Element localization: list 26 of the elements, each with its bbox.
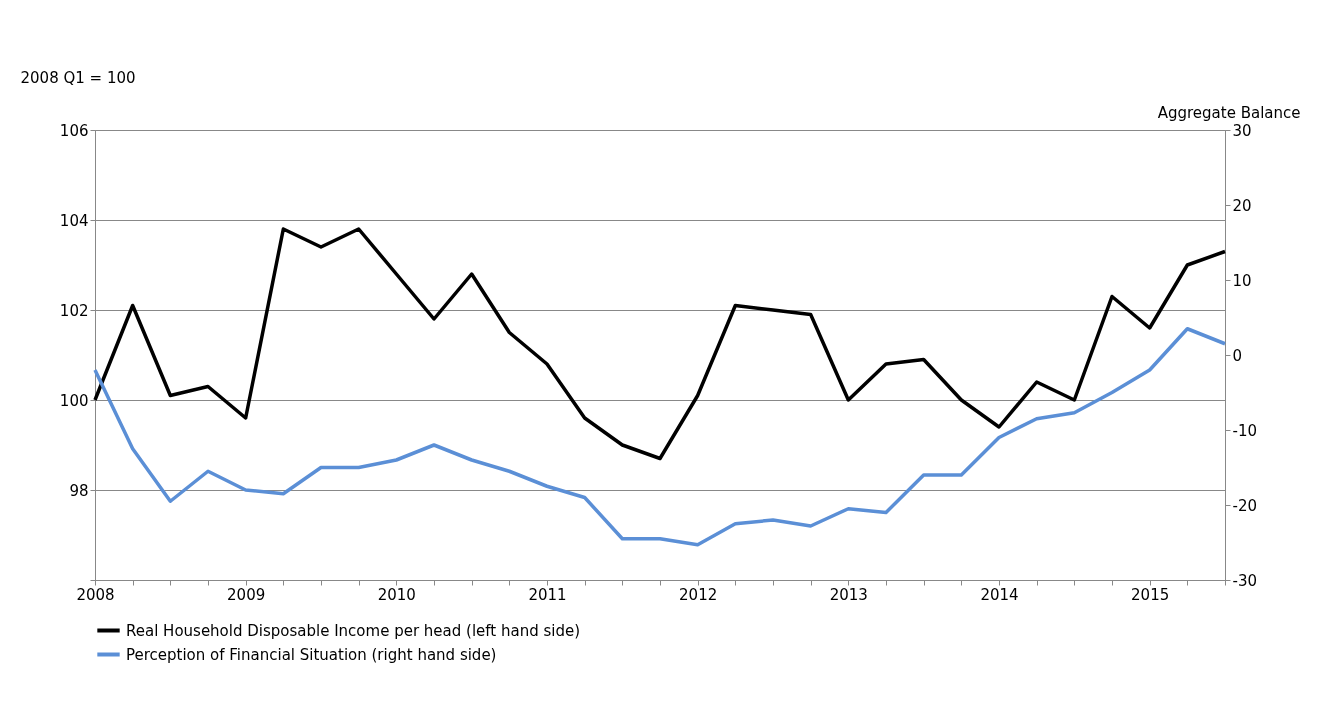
y-tick-label: 102 [59, 301, 89, 320]
y2-tick-label: -10 [1232, 421, 1257, 440]
y-tick-label: 98 [69, 481, 89, 500]
y-tick-label: 104 [59, 211, 89, 230]
x-tick-label: 2012 [679, 585, 718, 604]
y2-tick-label: 10 [1232, 271, 1252, 290]
y2-tick-label: -20 [1232, 496, 1257, 515]
x-tick-label: 2009 [227, 585, 266, 604]
legend-label: Real Household Disposable Income per head (left hand side) [126, 621, 581, 640]
y-axis-title: 2008 Q1 = 100 [20, 68, 136, 87]
x-tick-label: 2015 [1131, 585, 1170, 604]
legend-label: Perception of Financial Situation (right hand side) [126, 645, 497, 664]
y2-tick-label: -30 [1232, 571, 1257, 590]
y2-tick-label: 20 [1232, 196, 1252, 215]
x-tick-label: 2010 [377, 585, 416, 604]
y-tick-label: 100 [59, 391, 89, 410]
x-tick-label: 2013 [829, 585, 868, 604]
x-tick-label: 2011 [528, 585, 567, 604]
x-tick-label: 2008 [76, 585, 115, 604]
line-series [93, 327, 1227, 547]
y2-tick-label: 0 [1232, 346, 1243, 365]
y-tick-label: 106 [59, 121, 89, 140]
line-series [93, 227, 1227, 461]
y2-tick-label: 30 [1232, 121, 1252, 140]
x-tick-label: 2014 [980, 585, 1019, 604]
y2-axis-title: Aggregate Balance [1157, 103, 1301, 122]
